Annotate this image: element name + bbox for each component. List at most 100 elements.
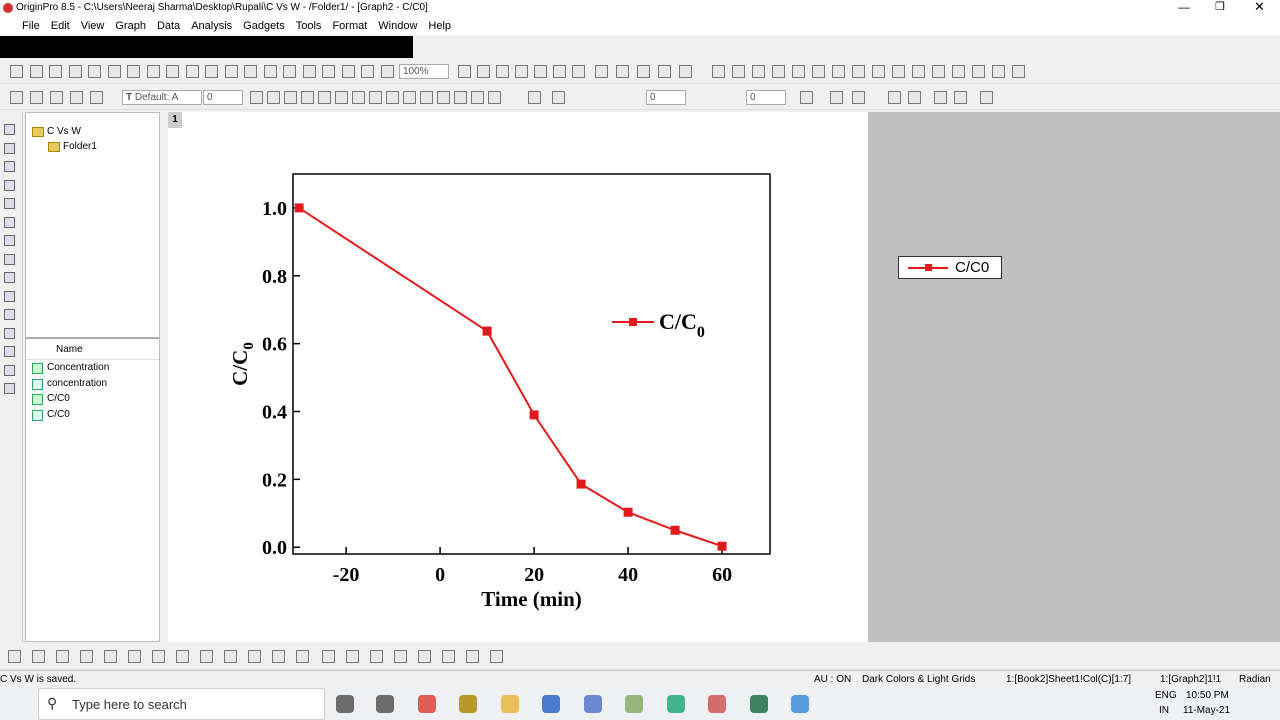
toolbar-button[interactable] — [301, 91, 314, 104]
toolbar-button[interactable] — [30, 91, 43, 104]
zoom-combo[interactable]: 100% — [399, 64, 449, 79]
toolbar-button[interactable] — [352, 91, 365, 104]
toolbar-button[interactable] — [471, 91, 484, 104]
toolbar-button[interactable] — [248, 650, 261, 663]
toolbar-button[interactable] — [872, 65, 885, 78]
toolbar-button[interactable] — [10, 65, 23, 78]
toolbar-button[interactable] — [658, 65, 671, 78]
toolbar-button[interactable] — [712, 65, 725, 78]
toolbar-button[interactable] — [528, 91, 541, 104]
toolbar-button[interactable] — [104, 650, 117, 663]
toolbar-button[interactable] — [296, 650, 309, 663]
toolbar-button[interactable] — [244, 65, 257, 78]
toolbar-button[interactable] — [10, 91, 23, 104]
font-size-combo[interactable]: 0 — [203, 90, 243, 105]
tool-button[interactable] — [4, 309, 15, 320]
toolbar-button[interactable] — [176, 650, 189, 663]
toolbar-button[interactable] — [852, 65, 865, 78]
taskbar-app[interactable] — [542, 695, 560, 713]
taskbar-app[interactable] — [750, 695, 768, 713]
toolbar-button[interactable] — [488, 91, 501, 104]
toolbar-button[interactable] — [146, 65, 160, 78]
toolbar-button[interactable] — [972, 65, 985, 78]
taskbar-app[interactable] — [501, 695, 519, 713]
toolbar-button[interactable] — [732, 65, 745, 78]
toolbar-button[interactable] — [934, 91, 947, 104]
toolbar-button[interactable] — [792, 65, 805, 78]
toolbar-button[interactable] — [185, 65, 199, 78]
toolbar-button[interactable] — [932, 65, 945, 78]
taskbar-app[interactable] — [791, 695, 809, 713]
toolbar-button[interactable] — [322, 65, 335, 78]
pattern-combo[interactable]: 0 — [746, 90, 786, 105]
taskbar-app[interactable] — [336, 695, 354, 713]
toolbar-button[interactable] — [572, 65, 585, 78]
toolbar-button[interactable] — [224, 65, 238, 78]
tool-button[interactable] — [4, 290, 15, 302]
toolbar-button[interactable] — [90, 91, 103, 104]
toolbar-button[interactable] — [832, 65, 845, 78]
toolbar-button[interactable] — [205, 65, 218, 78]
toolbar-button[interactable] — [515, 65, 528, 78]
toolbar-button[interactable] — [637, 65, 650, 78]
toolbar-button[interactable] — [80, 650, 93, 663]
tool-button[interactable] — [4, 253, 15, 265]
tool-button[interactable] — [4, 383, 15, 394]
toolbar-button[interactable] — [954, 91, 967, 104]
menu-item[interactable]: Format — [332, 20, 368, 32]
toolbar-button[interactable] — [772, 65, 785, 78]
toolbar-button[interactable] — [272, 650, 285, 663]
toolbar-button[interactable] — [70, 91, 83, 104]
tool-button[interactable] — [4, 142, 15, 154]
start-button[interactable] — [0, 688, 38, 720]
taskbar-app[interactable] — [584, 695, 602, 713]
toolbar-button[interactable] — [418, 650, 431, 663]
toolbar-button[interactable] — [888, 91, 901, 104]
tool-button[interactable] — [4, 364, 15, 376]
toolbar-button[interactable] — [341, 65, 355, 78]
tree-root[interactable]: C Vs W — [47, 126, 81, 137]
item-name[interactable]: concentration — [47, 377, 108, 389]
toolbar-button[interactable] — [346, 650, 359, 663]
toolbar-button[interactable] — [369, 91, 382, 104]
taskbar-app[interactable] — [625, 695, 643, 713]
toolbar-button[interactable] — [442, 650, 455, 663]
toolbar-button[interactable] — [852, 91, 865, 104]
toolbar-button[interactable] — [152, 650, 165, 663]
toolbar-button[interactable] — [386, 91, 399, 104]
tool-button[interactable] — [4, 216, 15, 228]
toolbar-button[interactable] — [912, 65, 925, 78]
tool-button[interactable] — [4, 179, 15, 191]
tool-button[interactable] — [4, 346, 15, 357]
menu-item[interactable]: Gadgets — [243, 20, 285, 32]
menu-item[interactable]: Graph — [115, 20, 146, 32]
toolbar-button[interactable] — [420, 91, 433, 104]
toolbar-button[interactable] — [553, 65, 566, 78]
column-header[interactable]: Name — [56, 344, 83, 355]
toolbar-button[interactable] — [992, 65, 1005, 78]
toolbar-button[interactable] — [830, 91, 843, 104]
toolbar-button[interactable] — [322, 650, 335, 663]
toolbar-button[interactable] — [318, 91, 331, 104]
toolbar-button[interactable] — [616, 65, 629, 78]
toolbar-button[interactable] — [49, 65, 62, 78]
toolbar-button[interactable] — [812, 65, 825, 78]
toolbar-button[interactable] — [534, 65, 547, 78]
toolbar-button[interactable] — [403, 91, 416, 104]
toolbar-button[interactable] — [595, 65, 608, 78]
toolbar-button[interactable] — [370, 650, 383, 663]
toolbar-button[interactable] — [477, 65, 490, 78]
toolbar-button[interactable] — [458, 65, 471, 78]
toolbar-button[interactable] — [283, 65, 296, 78]
toolbar-button[interactable] — [302, 65, 316, 78]
toolbar-button[interactable] — [952, 65, 965, 78]
toolbar-button[interactable] — [892, 65, 905, 78]
tool-button[interactable] — [4, 327, 15, 339]
toolbar-button[interactable] — [908, 91, 921, 104]
toolbar-button[interactable] — [552, 91, 565, 104]
toolbar-button[interactable] — [335, 91, 348, 104]
taskbar-app[interactable] — [667, 695, 685, 713]
line-width-combo[interactable]: 0 — [646, 90, 686, 105]
toolbar-button[interactable] — [679, 65, 692, 78]
menu-item[interactable]: Help — [428, 20, 452, 32]
